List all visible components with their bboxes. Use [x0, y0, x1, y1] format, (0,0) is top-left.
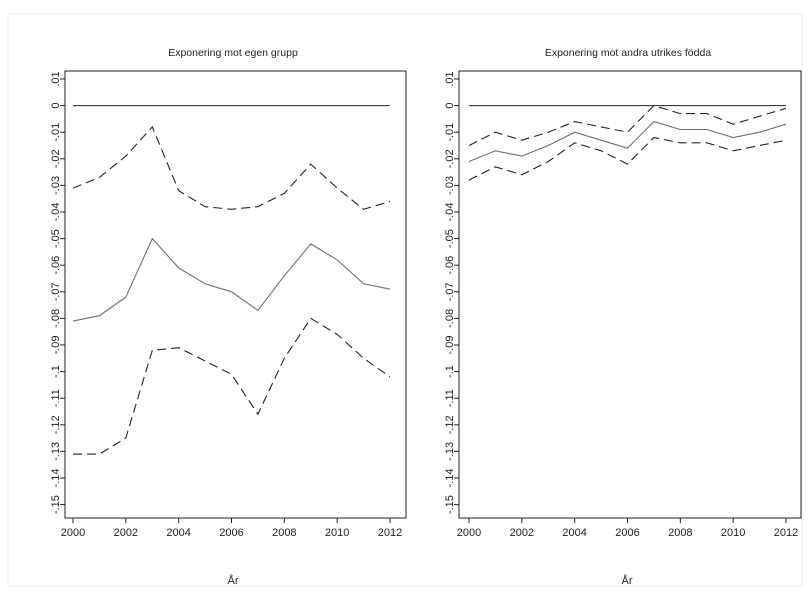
y-tick-label-left: 0 — [50, 103, 62, 109]
y-tick-label-right: -.13 — [444, 442, 456, 461]
y-tick-label-left: -.09 — [50, 336, 62, 355]
y-tick-label-right: .01 — [444, 71, 456, 86]
x-tick-label-right: 2008 — [668, 527, 692, 539]
y-tick-label-left: -.15 — [50, 495, 62, 514]
y-tick-label-left: -.08 — [50, 309, 62, 328]
x-tick-label-left: 2008 — [272, 527, 296, 539]
y-tick-label-right: 0 — [444, 103, 456, 109]
x-tick-label-left: 2010 — [325, 527, 349, 539]
x-tick-label-left: 2000 — [61, 527, 85, 539]
y-tick-label-right: -.08 — [444, 309, 456, 328]
y-tick-label-right: -.07 — [444, 282, 456, 301]
x-tick-label-right: 2004 — [562, 527, 586, 539]
y-tick-label-right: -.05 — [444, 229, 456, 248]
x-tick-label-left: 2006 — [219, 527, 243, 539]
y-tick-label-left: -.03 — [50, 176, 62, 195]
confidence-band-line-right-1 — [468, 104, 787, 146]
panel-title-left: Exponering mot egen grupp — [168, 47, 298, 59]
plot-frame-right — [458, 70, 802, 519]
panel-title-right: Exponering mot andra utrikes födda — [545, 47, 712, 59]
x-tick-label-right: 2012 — [774, 527, 798, 539]
x-tick-label-left: 2002 — [114, 527, 138, 539]
y-tick-label-right: -.1 — [444, 365, 456, 378]
x-tick-label-right: 2000 — [457, 527, 481, 539]
y-tick-label-left: -.01 — [50, 123, 62, 142]
y-tick-label-left: -.04 — [50, 203, 62, 222]
y-tick-label-right: -.09 — [444, 336, 456, 355]
panel-left: Exponering mot egen grupp År .01 0 -.01 -.0… — [50, 47, 407, 587]
panel-right: Exponering mot andra utrikes födda År .0… — [444, 47, 802, 587]
figure-border — [7, 13, 803, 587]
estimate-line-right-0 — [468, 120, 787, 163]
estimate-line-left-0 — [72, 237, 391, 322]
confidence-band-line-left-1 — [72, 125, 391, 210]
plot-frame-left — [64, 70, 407, 519]
y-tick-label-left: -.06 — [50, 256, 62, 275]
x-tick-label-right: 2006 — [615, 527, 639, 539]
y-tick-label-left: -.13 — [50, 442, 62, 461]
x-tick-label-left: 2004 — [166, 527, 190, 539]
x-tick-label-right: 2002 — [510, 527, 534, 539]
y-tick-label-left: -.12 — [50, 415, 62, 434]
y-tick-label-left: -.11 — [50, 389, 62, 407]
y-tick-label-right: -.03 — [444, 176, 456, 195]
confidence-band-line-left-2 — [73, 317, 391, 455]
y-tick-label-right: -.02 — [444, 149, 456, 168]
x-axis-title-right: År — [622, 574, 633, 587]
x-axis-title-left: År — [228, 574, 239, 587]
confidence-band-line-right-2 — [468, 136, 787, 181]
x-tick-label-left: 2012 — [378, 527, 402, 539]
plot-area-left: .01 0 -.01 -.02 -.03 -.04 -.05 -.06 -.07 -.08 -.09… — [50, 70, 407, 539]
y-tick-label-left: -.07 — [50, 282, 62, 301]
y-tick-label-right: -.15 — [444, 495, 456, 514]
y-tick-label-left: .01 — [50, 71, 62, 86]
y-tick-label-left: -.05 — [50, 229, 62, 248]
y-tick-label-right: -.11 — [444, 389, 456, 407]
y-tick-label-left: -.1 — [50, 365, 62, 378]
x-tick-label-right: 2010 — [721, 527, 745, 539]
y-tick-label-right: -.12 — [444, 415, 456, 434]
y-tick-label-right: -.04 — [444, 203, 456, 222]
plot-area-right: .01 0 -.01 -.02 -.03 -.04 -.05 -.06 -.07 -.08 -.09… — [444, 70, 802, 539]
y-tick-label-left: -.02 — [50, 149, 62, 168]
y-tick-label-left: -.14 — [50, 469, 62, 488]
y-tick-label-right: -.14 — [444, 469, 456, 488]
y-tick-label-right: -.06 — [444, 256, 456, 275]
y-tick-label-right: -.01 — [444, 123, 456, 142]
